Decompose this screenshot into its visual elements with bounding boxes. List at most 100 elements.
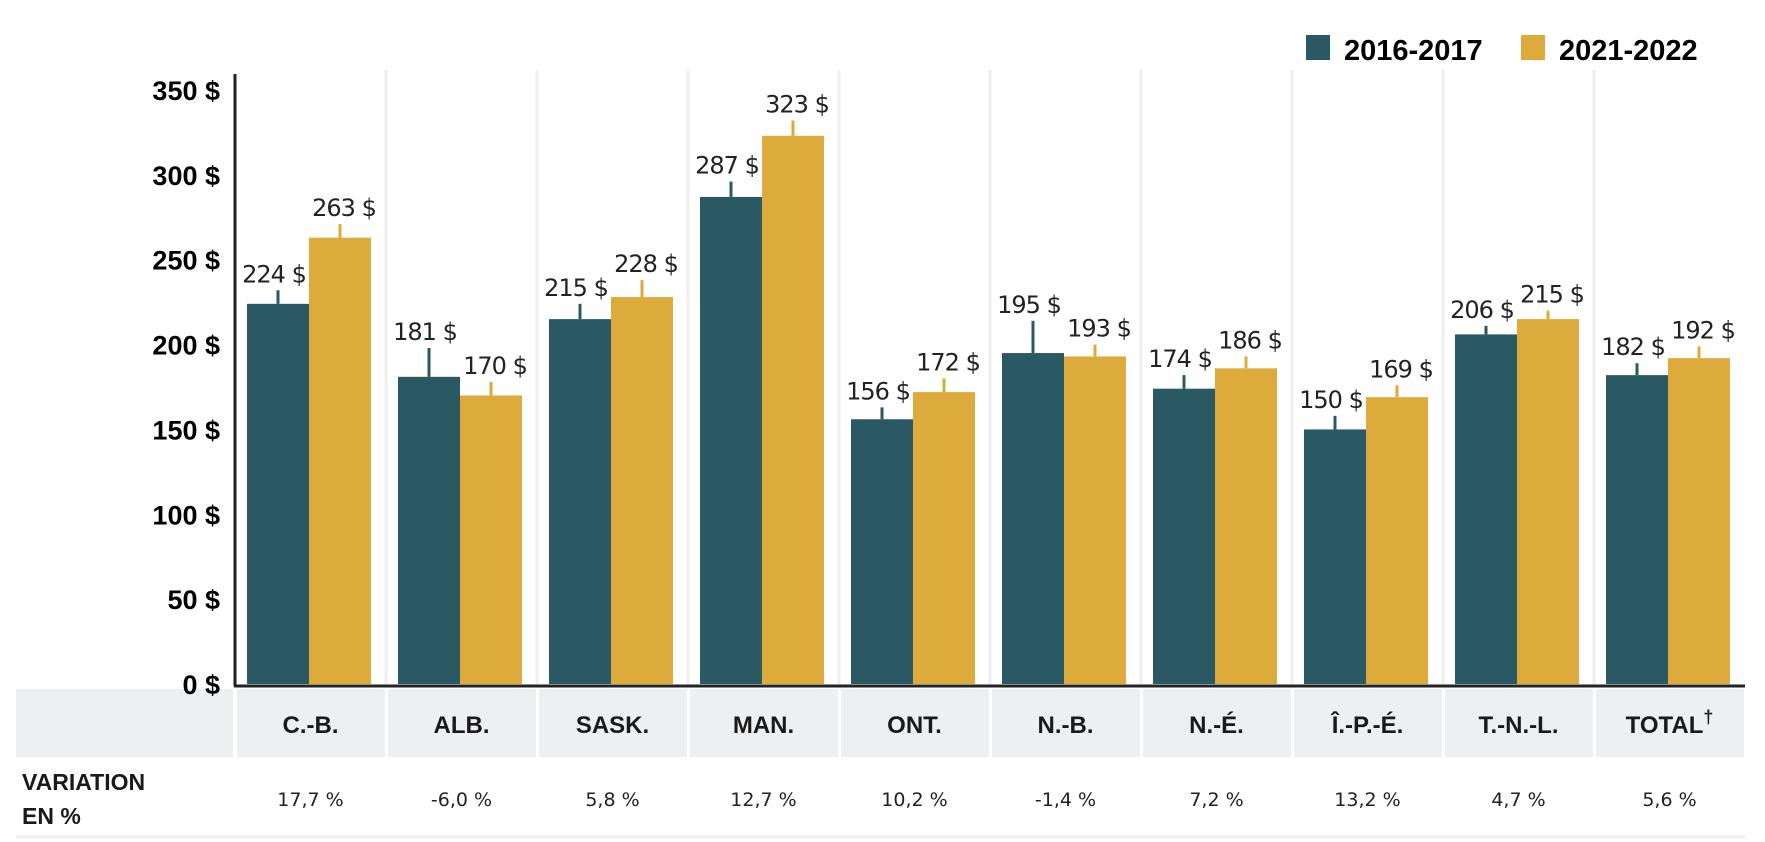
- category-cell: [690, 689, 838, 757]
- y-axis: 0 $ 50 $ 100 $ 150 $ 200 $ 250 $ 300 $ 350 $: [152, 74, 1745, 700]
- bar-2021-2022-T.-N.-L.: [1517, 319, 1579, 684]
- y-tick-label: 300 $: [152, 161, 220, 191]
- variation-label-line2: EN %: [22, 803, 81, 829]
- variation-value: -6,0 %: [431, 789, 492, 811]
- category-label-text: Î.-P.-É.: [1331, 711, 1404, 739]
- category-cell: [1143, 689, 1291, 757]
- bar-2021-2022-Î.-P.-É.: [1366, 397, 1428, 684]
- category-label-text: TOTAL: [1626, 712, 1704, 739]
- data-label: 156 $: [846, 377, 910, 405]
- data-label: 169 $: [1369, 355, 1433, 383]
- legend-swatch-2016-2017: [1306, 35, 1330, 60]
- category-label: Î.-P.-É.: [1331, 711, 1404, 739]
- data-label: 195 $: [997, 291, 1061, 319]
- category-cell: [841, 689, 989, 757]
- bar-2016-2017-N.-B.: [1002, 353, 1064, 684]
- bar-2021-2022-ONT.: [913, 392, 975, 684]
- data-label: 181 $: [393, 318, 457, 346]
- category-label-text: ONT.: [887, 712, 942, 739]
- variation-value: 13,2 %: [1334, 789, 1400, 811]
- category-row-blank-cell: [16, 689, 233, 757]
- category-cell: [1596, 689, 1744, 757]
- data-label: 215 $: [1520, 281, 1584, 309]
- data-label: 172 $: [916, 349, 980, 377]
- legend-swatch-2021-2022: [1521, 35, 1545, 60]
- bars: 224 $263 $181 $170 $215 $228 $287 $323 $…: [242, 91, 1736, 685]
- data-label: 192 $: [1671, 316, 1735, 344]
- category-label-text: C.-B.: [283, 712, 339, 739]
- legend-label-2016-2017: 2016-2017: [1344, 35, 1483, 67]
- data-label: 193 $: [1067, 315, 1131, 343]
- category-label: ALB.: [434, 712, 490, 739]
- variation-row: VARIATION EN % 17,7 % -6,0 % 5,8 % 12,7 % 10…: [16, 769, 1745, 839]
- bar-2021-2022-SASK.: [611, 297, 673, 684]
- bar-2016-2017-N.-É.: [1153, 388, 1215, 684]
- bar-2021-2022-C.-B.: [309, 237, 371, 684]
- legend: 2016-2017 2021-2022: [1306, 35, 1698, 67]
- category-label-text: SASK.: [576, 712, 649, 739]
- y-tick-label: 350 $: [152, 76, 220, 106]
- variation-value: -1,4 %: [1035, 789, 1096, 811]
- category-cell: [539, 689, 687, 757]
- bar-2016-2017-C.-B.: [247, 303, 309, 684]
- category-separators: [384, 70, 1596, 684]
- category-label-text: N.-B.: [1038, 712, 1094, 739]
- variation-value: 7,2 %: [1189, 789, 1243, 811]
- y-tick-label: 150 $: [152, 415, 220, 445]
- variation-value: 17,7 %: [277, 789, 343, 811]
- y-tick-label: 100 $: [152, 500, 220, 530]
- legend-label-2021-2022: 2021-2022: [1559, 35, 1698, 67]
- category-label: TOTAL†: [1626, 707, 1714, 739]
- category-label: ONT.: [887, 712, 942, 739]
- category-superscript: †: [1703, 707, 1713, 727]
- bar-2016-2017-MAN.: [700, 196, 762, 685]
- category-label: C.-B.: [283, 712, 339, 739]
- data-label: 150 $: [1299, 386, 1363, 414]
- data-label: 182 $: [1601, 333, 1665, 361]
- y-tick-label: 50 $: [167, 585, 220, 615]
- y-tick-label: 0 $: [182, 670, 220, 700]
- category-label: N.-É.: [1189, 711, 1244, 739]
- category-label-row: C.-B. ALB. SASK. MAN. ONT. N.-B. N.-É. Î.-P.-É.…: [16, 689, 1744, 757]
- y-tick-label: 250 $: [152, 246, 220, 276]
- data-label: 206 $: [1450, 296, 1514, 324]
- category-cell: [992, 689, 1140, 757]
- category-cell: [1294, 689, 1442, 757]
- bar-2016-2017-T.-N.-L.: [1455, 334, 1517, 684]
- data-label: 215 $: [544, 274, 608, 302]
- variation-value: 4,7 %: [1491, 789, 1545, 811]
- category-label: T.-N.-L.: [1479, 712, 1559, 739]
- bar-2021-2022-ALB.: [460, 395, 522, 684]
- bar-2021-2022-N.-B.: [1064, 356, 1126, 684]
- data-label: 224 $: [242, 260, 306, 288]
- category-cell: [388, 689, 536, 757]
- category-label-text: MAN.: [733, 712, 794, 739]
- data-label: 186 $: [1218, 326, 1282, 354]
- data-label: 174 $: [1148, 345, 1212, 373]
- bar-2016-2017-TOTAL: [1606, 375, 1668, 684]
- data-label: 170 $: [463, 352, 527, 380]
- data-label: 323 $: [765, 91, 829, 119]
- variation-value: 5,8 %: [585, 789, 639, 811]
- category-label-text: T.-N.-L.: [1479, 712, 1559, 739]
- variation-value: 10,2 %: [881, 789, 947, 811]
- bar-2016-2017-ALB.: [398, 376, 460, 684]
- category-label: N.-B.: [1038, 712, 1094, 739]
- y-tick-label: 200 $: [152, 331, 220, 361]
- category-label-text: N.-É.: [1189, 711, 1244, 739]
- bar-2021-2022-N.-É.: [1215, 368, 1277, 684]
- bar-2016-2017-Î.-P.-É.: [1304, 429, 1366, 684]
- variation-value: 12,7 %: [730, 789, 796, 811]
- category-label: MAN.: [733, 712, 794, 739]
- category-cell: [1445, 689, 1593, 757]
- data-label: 287 $: [695, 152, 759, 180]
- bar-2021-2022-MAN.: [762, 135, 824, 684]
- bar-2021-2022-TOTAL: [1668, 358, 1730, 684]
- data-label: 228 $: [614, 250, 678, 278]
- variation-value: 5,6 %: [1642, 789, 1696, 811]
- category-cell: [237, 689, 385, 757]
- category-label-text: ALB.: [434, 712, 490, 739]
- bar-2016-2017-ONT.: [851, 419, 913, 684]
- category-label: SASK.: [576, 712, 649, 739]
